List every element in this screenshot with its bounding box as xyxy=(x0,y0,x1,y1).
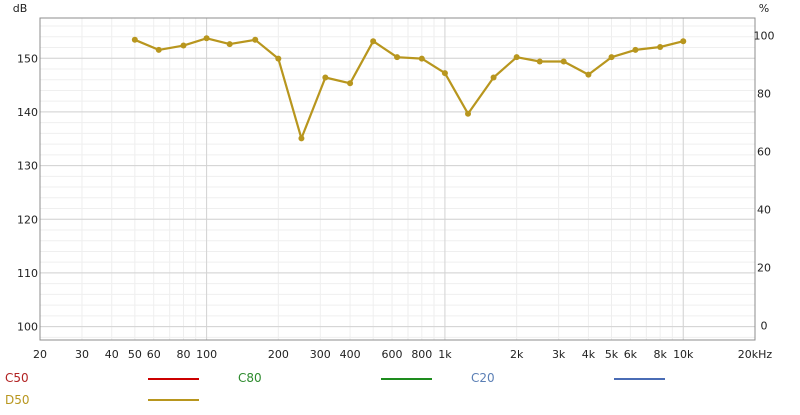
x-tick-label: 200 xyxy=(268,348,289,361)
data-point xyxy=(203,35,210,42)
x-tick-label: 10k xyxy=(673,348,694,361)
data-point xyxy=(680,38,687,45)
x-tick-label: 3k xyxy=(552,348,566,361)
left-tick-label: 140 xyxy=(17,106,38,119)
data-point xyxy=(275,55,282,62)
major-grid xyxy=(40,18,755,340)
left-tick-label: 120 xyxy=(17,213,38,226)
minor-grid xyxy=(40,18,755,340)
left-tick-label: 100 xyxy=(17,321,38,334)
x-tick-label: 100 xyxy=(196,348,217,361)
right-tick-labels: 0 20 40 60 80 100 xyxy=(754,29,775,332)
chart: 20 30 40 50 60 80 100 200 300 400 600 800 1k 2k 3k 4k 5k… xyxy=(13,2,775,361)
x-tick-label: 5k xyxy=(605,348,619,361)
data-point xyxy=(322,74,329,81)
data-point xyxy=(131,36,138,43)
data-point xyxy=(513,54,520,61)
x-tick-label: 1k xyxy=(438,348,452,361)
x-tick-label: 2k xyxy=(510,348,524,361)
data-point xyxy=(585,71,592,78)
legend-line-c50 xyxy=(148,378,199,380)
right-tick-label: 60 xyxy=(757,145,771,158)
data-point xyxy=(180,42,187,49)
x-tick-label: 600 xyxy=(382,348,403,361)
data-point xyxy=(560,58,567,65)
legend-item-c20: C20 xyxy=(471,371,495,385)
right-tick-label: 20 xyxy=(757,261,771,274)
right-tick-label: 40 xyxy=(757,203,771,216)
series-line-d50 xyxy=(134,37,684,140)
x-tick-label: 60 xyxy=(147,348,161,361)
x-tick-labels: 20 30 40 50 60 80 100 200 300 400 600 800 1k 2k 3k 4k 5k… xyxy=(33,348,772,361)
right-tick-label: 0 xyxy=(761,319,768,332)
x-tick-label: 20kHz xyxy=(738,348,773,361)
left-tick-label: 130 xyxy=(17,160,38,173)
x-tick-label: 30 xyxy=(75,348,89,361)
data-point xyxy=(155,46,162,53)
left-axis-unit: dB xyxy=(13,2,28,15)
legend-item-d50: D50 xyxy=(5,393,30,407)
x-tick-label: 6k xyxy=(624,348,638,361)
data-point xyxy=(490,74,497,81)
x-tick-label: 80 xyxy=(176,348,190,361)
legend-item-c80: C80 xyxy=(238,371,262,385)
data-point xyxy=(370,38,377,45)
legend: C50 C80 C20 D50 xyxy=(0,366,800,415)
x-tick-label: 20 xyxy=(33,348,47,361)
left-tick-labels: 100 110 120 130 140 150 xyxy=(17,52,38,333)
legend-line-c80 xyxy=(381,378,432,380)
right-axis-unit: % xyxy=(759,2,769,15)
series-layer xyxy=(131,35,687,142)
legend-line-d50 xyxy=(148,399,199,401)
x-tick-label: 800 xyxy=(411,348,432,361)
data-point xyxy=(465,110,472,117)
left-tick-label: 110 xyxy=(17,267,38,280)
data-point xyxy=(441,70,448,77)
data-point xyxy=(632,46,639,53)
data-point xyxy=(608,54,615,61)
x-tick-label: 300 xyxy=(310,348,331,361)
data-point xyxy=(536,58,543,65)
legend-line-c20 xyxy=(614,378,665,380)
x-tick-label: 8k xyxy=(653,348,667,361)
x-tick-label: 40 xyxy=(105,348,119,361)
x-tick-label: 4k xyxy=(582,348,596,361)
right-tick-label: 100 xyxy=(754,29,775,42)
x-tick-label: 50 xyxy=(128,348,142,361)
data-point xyxy=(347,80,354,87)
data-point xyxy=(418,55,425,62)
legend-item-c50: C50 xyxy=(5,371,29,385)
data-point xyxy=(226,41,233,48)
data-point xyxy=(394,54,401,61)
x-tick-label: 400 xyxy=(340,348,361,361)
plot-frame xyxy=(39,17,756,341)
data-point xyxy=(657,44,664,51)
left-tick-label: 150 xyxy=(17,52,38,65)
data-point xyxy=(252,36,259,43)
right-tick-label: 80 xyxy=(757,87,771,100)
data-point xyxy=(298,135,305,142)
